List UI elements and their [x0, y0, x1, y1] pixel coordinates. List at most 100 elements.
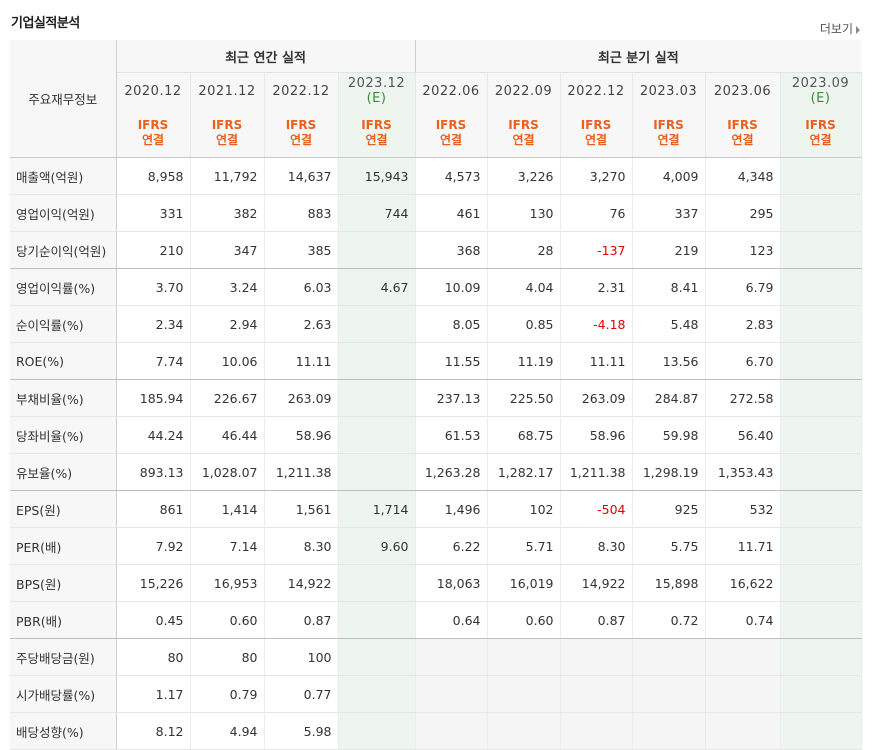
row-label: 영업이익(억원)	[10, 194, 117, 232]
row-label: 유보율(%)	[10, 453, 117, 491]
table-cell	[705, 675, 781, 713]
table-cell	[560, 712, 633, 750]
more-link[interactable]: 더보기	[820, 20, 860, 37]
table-cell: 58.96	[264, 416, 339, 454]
table-cell: -137	[560, 231, 633, 269]
table-cell	[705, 638, 781, 676]
accounting-basis: IFRS 연결	[705, 109, 781, 158]
table-cell: 0.87	[560, 601, 633, 639]
table-cell: 347	[190, 231, 265, 269]
table-cell	[338, 416, 416, 454]
table-cell: 14,637	[264, 157, 339, 195]
table-cell: 0.87	[264, 601, 339, 639]
table-cell	[780, 527, 862, 565]
basis-scope: 연결	[439, 133, 463, 147]
table-cell	[338, 305, 416, 343]
table-cell: 2.34	[116, 305, 191, 343]
accounting-basis: IFRS 연결	[116, 109, 191, 158]
table-cell	[705, 712, 781, 750]
table-cell: 5.75	[632, 527, 706, 565]
table-cell: 337	[632, 194, 706, 232]
period-label: 2022.12	[567, 83, 625, 99]
table-row: 유보율(%) 893.13 1,028.07 1,211.38 1,263.28 1,28…	[10, 453, 862, 491]
table-cell: 0.77	[264, 675, 339, 713]
table-cell: 0.60	[487, 601, 561, 639]
table-row: ROE(%) 7.74 10.06 11.11 11.55 11.19 11.11 13.56…	[10, 342, 862, 380]
table-cell	[415, 712, 488, 750]
financial-summary-table: 주요재무정보 최근 연간 실적 최근 분기 실적 2020.12 2021.12 2022…	[10, 40, 862, 750]
accounting-basis: IFRS 연결	[264, 109, 339, 158]
period-header: 2022.09	[487, 72, 561, 109]
table-cell: 28	[487, 231, 561, 269]
table-cell: 1,496	[415, 490, 488, 528]
annual-group-header: 최근 연간 실적	[116, 40, 416, 73]
table-cell	[560, 675, 633, 713]
table-cell: 8.05	[415, 305, 488, 343]
table-cell: 76	[560, 194, 633, 232]
table-cell: 46.44	[190, 416, 265, 454]
table-cell: 226.67	[190, 379, 265, 417]
basis-standard: IFRS	[653, 118, 684, 132]
period-label: 2022.06	[422, 83, 480, 99]
period-header: 2020.12	[116, 72, 191, 109]
basis-scope: 연결	[657, 133, 680, 147]
table-cell: 532	[705, 490, 781, 528]
table-cell	[415, 638, 488, 676]
table-row: 시가배당률(%) 1.17 0.79 0.77	[10, 675, 862, 713]
table-cell	[338, 379, 416, 417]
period-header: 2023.12 (E)	[338, 72, 416, 109]
table-cell: 6.79	[705, 268, 781, 306]
table-row: 당기순이익(억원) 210 347 385 368 28 -137 219 123	[10, 231, 862, 269]
basis-scope: 연결	[584, 133, 608, 147]
basis-standard: IFRS	[361, 118, 392, 132]
table-cell: 123	[705, 231, 781, 269]
period-header: 2023.06	[705, 72, 781, 109]
period-header: 2023.03	[632, 72, 706, 109]
table-cell	[338, 453, 416, 491]
table-cell	[487, 638, 561, 676]
table-cell: 6.03	[264, 268, 339, 306]
table-cell: 225.50	[487, 379, 561, 417]
table-cell: 382	[190, 194, 265, 232]
table-cell: -504	[560, 490, 633, 528]
table-cell: 331	[116, 194, 191, 232]
table-cell: 3.24	[190, 268, 265, 306]
table-cell	[780, 638, 862, 676]
row-label: BPS(원)	[10, 564, 117, 602]
table-cell: 1,353.43	[705, 453, 781, 491]
table-cell: 15,226	[116, 564, 191, 602]
table-cell: 861	[116, 490, 191, 528]
table-cell	[780, 564, 862, 602]
accounting-basis: IFRS 연결	[415, 109, 488, 158]
table-cell	[632, 712, 706, 750]
table-cell	[780, 379, 862, 417]
table-cell: 4,348	[705, 157, 781, 195]
more-label: 더보기	[819, 22, 853, 36]
table-cell: 7.74	[116, 342, 191, 380]
table-cell: 11.19	[487, 342, 561, 380]
period-header: 2022.12	[560, 72, 633, 109]
table-cell: 5.48	[632, 305, 706, 343]
accounting-basis: IFRS 연결	[560, 109, 633, 158]
table-cell: 80	[116, 638, 191, 676]
basis-scope: 연결	[365, 133, 388, 147]
period-label: 2023.12	[347, 76, 406, 91]
table-cell: 0.45	[116, 601, 191, 639]
table-cell: 2.94	[190, 305, 265, 343]
table-row: PBR(배) 0.45 0.60 0.87 0.64 0.60 0.87 0.72 0.74	[10, 601, 862, 639]
table-cell: 8.30	[560, 527, 633, 565]
accounting-basis: IFRS 연결	[190, 109, 265, 158]
period-header: 2021.12	[190, 72, 265, 109]
table-cell: 58.96	[560, 416, 633, 454]
table-cell: 7.14	[190, 527, 265, 565]
basis-scope: 연결	[512, 133, 535, 147]
period-label: 2023.03	[639, 83, 698, 99]
table-cell: 4.04	[487, 268, 561, 306]
row-label: 순이익률(%)	[10, 305, 117, 343]
table-cell: 11,792	[190, 157, 265, 195]
table-cell: 13.56	[632, 342, 706, 380]
table-cell: 11.11	[560, 342, 633, 380]
table-row: EPS(원) 861 1,414 1,561 1,714 1,496 102 -504 925 5…	[10, 490, 862, 528]
table-cell: 10.06	[190, 342, 265, 380]
table-cell: 893.13	[116, 453, 191, 491]
